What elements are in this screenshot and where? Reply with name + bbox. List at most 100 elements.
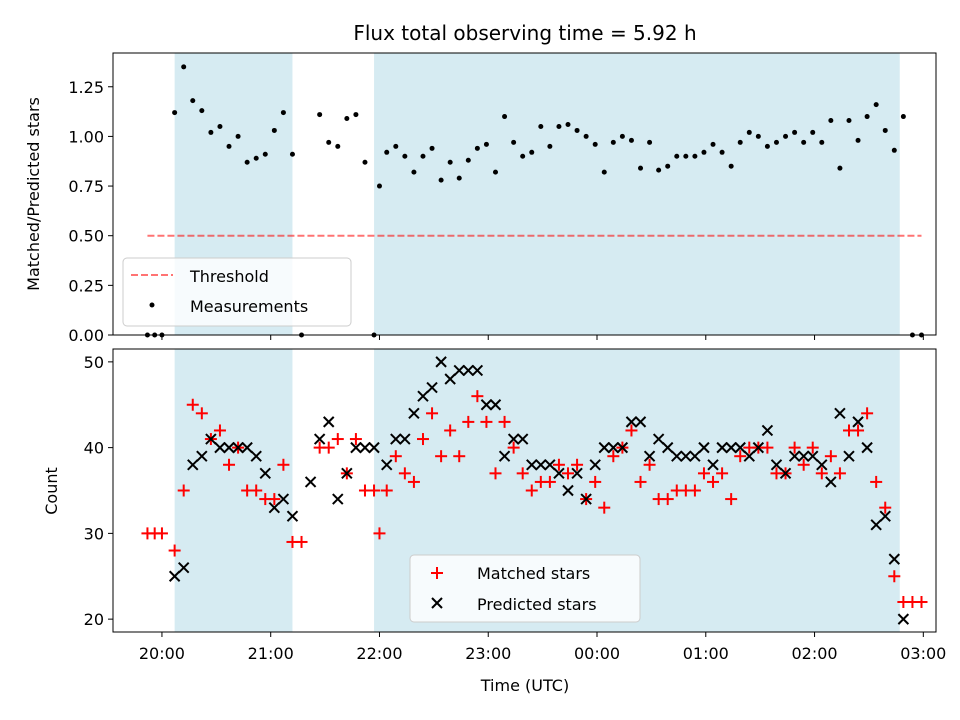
matched-stars-point — [688, 484, 701, 497]
bot-y-tick-label: 40 — [84, 439, 104, 458]
measurement-point — [674, 153, 680, 159]
measurement-point — [465, 157, 471, 163]
measurement-point — [792, 129, 798, 135]
predicted-stars-point — [707, 459, 719, 471]
bot-y-tick-label: 30 — [84, 524, 104, 543]
x-axis-label: Time (UTC) — [480, 676, 569, 695]
top-y-tick-label: 0.75 — [68, 177, 104, 196]
matched-stars-point — [489, 467, 502, 480]
matched-stars-point — [155, 527, 168, 540]
predicted-stars-point — [589, 459, 601, 471]
matched-stars-point — [177, 484, 190, 497]
matched-stars-point — [915, 595, 928, 608]
predicted-stars-point — [350, 441, 362, 454]
measurement-point — [837, 165, 843, 171]
matched-stars-point — [516, 467, 529, 480]
predicted-stars-point — [689, 450, 701, 462]
measurement-point — [891, 147, 897, 153]
measurement-point — [783, 133, 789, 139]
measurement-point — [199, 108, 205, 114]
measurement-point — [773, 139, 779, 145]
measurement-point — [529, 149, 535, 155]
matched-stars-point — [223, 458, 236, 471]
predicted-stars-point — [426, 381, 438, 394]
top-y-tick-label: 1.25 — [68, 78, 104, 97]
matched-stars-point — [734, 450, 747, 463]
measurement-point — [719, 149, 725, 155]
measurement-point — [362, 159, 368, 165]
measurement-point — [262, 151, 268, 157]
predicted-stars-point — [625, 416, 638, 428]
matched-stars-point — [250, 484, 263, 497]
measurement-point — [353, 112, 359, 118]
matched-stars-point — [444, 424, 457, 437]
measurement-point — [665, 163, 671, 169]
matched-stars-point — [322, 441, 335, 454]
measurement-point — [692, 153, 698, 159]
matched-stars-point — [295, 535, 308, 548]
matched-stars-point — [761, 441, 774, 454]
predicted-stars-point — [408, 407, 420, 420]
x-tick-label: 02:00 — [791, 644, 837, 663]
predicted-stars-point — [752, 441, 765, 454]
matched-stars-point — [634, 475, 647, 488]
legend-predicted-label: Predicted stars — [477, 595, 597, 614]
predicted-stars-point — [277, 493, 290, 505]
measurement-point — [289, 151, 295, 157]
measurement-point — [411, 169, 417, 175]
measurement-point — [244, 159, 250, 165]
bot-shaded-interval — [174, 349, 293, 632]
measurement-point — [801, 139, 807, 145]
matched-stars-point — [213, 424, 226, 437]
matched-stars-point — [824, 450, 837, 463]
measurement-point — [520, 153, 526, 159]
predicted-stars-point — [368, 441, 380, 454]
measurement-point — [846, 118, 852, 124]
matched-stars-point — [607, 450, 620, 463]
measurement-point — [208, 129, 214, 135]
measurement-point — [280, 110, 286, 116]
predicted-stars-point — [834, 407, 846, 420]
measurement-point — [873, 102, 879, 108]
predicted-stars-point — [652, 433, 665, 445]
predicted-stars-point — [797, 450, 810, 462]
predicted-stars-point — [571, 467, 583, 480]
predicted-stars-point — [205, 433, 217, 445]
top-y-tick-label: 1.00 — [68, 127, 104, 146]
predicted-stars-point — [779, 467, 792, 480]
predicted-stars-point — [196, 450, 208, 462]
legend-matched-swatch — [431, 567, 443, 579]
measurement-point — [764, 143, 770, 149]
predicted-stars-point — [498, 450, 511, 462]
bottom-panel: 20 30 40 50 20:00 21:00 22:00 23:00 00:00 01:00 0… — [42, 348, 946, 663]
matched-stars-point — [815, 467, 828, 480]
measurement-point — [638, 165, 644, 171]
predicted-stars-point — [417, 390, 429, 402]
predicted-stars-point — [788, 450, 801, 462]
measurement-point — [565, 121, 571, 127]
top-panel: 0.00 0.25 0.50 0.75 1.00 1.25 Matched/Predict… — [24, 52, 937, 345]
measurement-point — [601, 169, 607, 175]
measurement-point — [610, 139, 616, 145]
predicted-stars-point — [535, 459, 547, 471]
matched-stars-point — [507, 441, 520, 454]
measurement-point — [864, 114, 870, 120]
bot-y-tick-label: 50 — [84, 353, 104, 372]
measurement-point — [538, 123, 544, 129]
measurement-point — [882, 127, 888, 133]
measurement-point — [900, 114, 906, 120]
measurement-point — [683, 153, 689, 159]
predicted-stars-point — [888, 553, 901, 565]
matched-stars-point — [168, 544, 181, 557]
predicted-stars-point — [843, 450, 855, 462]
measurement-point — [384, 149, 390, 155]
predicted-stars-point — [323, 416, 335, 428]
matched-stars-point — [725, 493, 738, 506]
matched-stars-point — [797, 458, 810, 471]
predicted-stars-point — [743, 450, 755, 462]
top-legend: Threshold Measurements — [122, 257, 352, 327]
measurement-point — [181, 64, 187, 70]
measurement-point — [728, 163, 734, 169]
predicted-stars-point — [634, 416, 647, 428]
bot-y-tick-label: 20 — [84, 610, 104, 629]
